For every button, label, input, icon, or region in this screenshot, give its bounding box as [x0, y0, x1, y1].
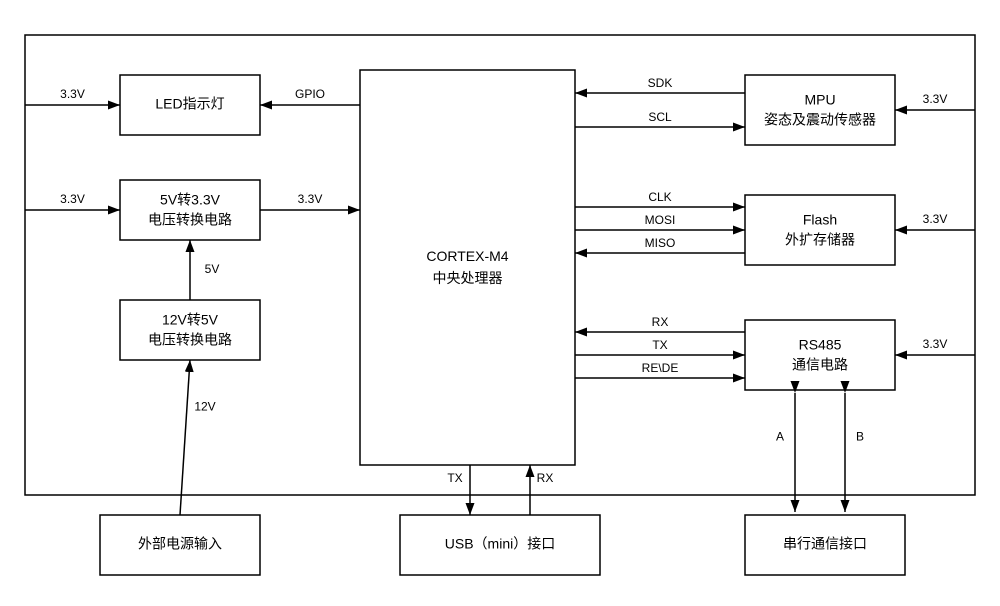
svg-text:SCL: SCL	[648, 110, 672, 124]
svg-text:B: B	[856, 430, 864, 444]
svg-text:3.3V: 3.3V	[60, 192, 85, 206]
svg-text:3.3V: 3.3V	[923, 212, 948, 226]
svg-text:3.3V: 3.3V	[298, 192, 323, 206]
svg-text:GPIO: GPIO	[295, 87, 325, 101]
svg-text:SDK: SDK	[648, 76, 673, 90]
svg-text:A: A	[776, 430, 784, 444]
svg-text:RE\DE: RE\DE	[642, 361, 679, 375]
svg-text:外部电源输入: 外部电源输入	[138, 536, 222, 552]
svg-text:5V: 5V	[205, 262, 220, 276]
svg-text:姿态及震动传感器: 姿态及震动传感器	[764, 112, 876, 128]
svg-text:RX: RX	[652, 315, 669, 329]
svg-text:电压转换电路: 电压转换电路	[148, 332, 232, 348]
svg-text:MISO: MISO	[645, 236, 676, 250]
svg-text:中央处理器: 中央处理器	[433, 270, 503, 286]
svg-text:3.3V: 3.3V	[60, 87, 85, 101]
svg-text:MOSI: MOSI	[645, 213, 676, 227]
svg-text:TX: TX	[447, 471, 462, 485]
svg-text:RS485: RS485	[799, 337, 842, 353]
svg-text:MPU: MPU	[804, 92, 835, 108]
svg-text:RX: RX	[537, 471, 554, 485]
svg-text:12V转5V: 12V转5V	[162, 312, 219, 328]
svg-text:通信电路: 通信电路	[792, 357, 848, 373]
svg-text:CORTEX-M4: CORTEX-M4	[426, 248, 508, 264]
svg-text:5V转3.3V: 5V转3.3V	[160, 192, 221, 208]
svg-text:Flash: Flash	[803, 212, 837, 228]
svg-text:CLK: CLK	[648, 190, 671, 204]
svg-text:3.3V: 3.3V	[923, 92, 948, 106]
svg-text:电压转换电路: 电压转换电路	[148, 212, 232, 228]
svg-text:外扩存储器: 外扩存储器	[785, 232, 855, 248]
svg-text:3.3V: 3.3V	[923, 337, 948, 351]
svg-text:TX: TX	[652, 338, 667, 352]
svg-text:12V: 12V	[194, 400, 215, 414]
svg-text:串行通信接口: 串行通信接口	[783, 536, 867, 552]
svg-text:LED指示灯: LED指示灯	[155, 96, 224, 112]
svg-text:USB（mini）接口: USB（mini）接口	[445, 536, 555, 552]
